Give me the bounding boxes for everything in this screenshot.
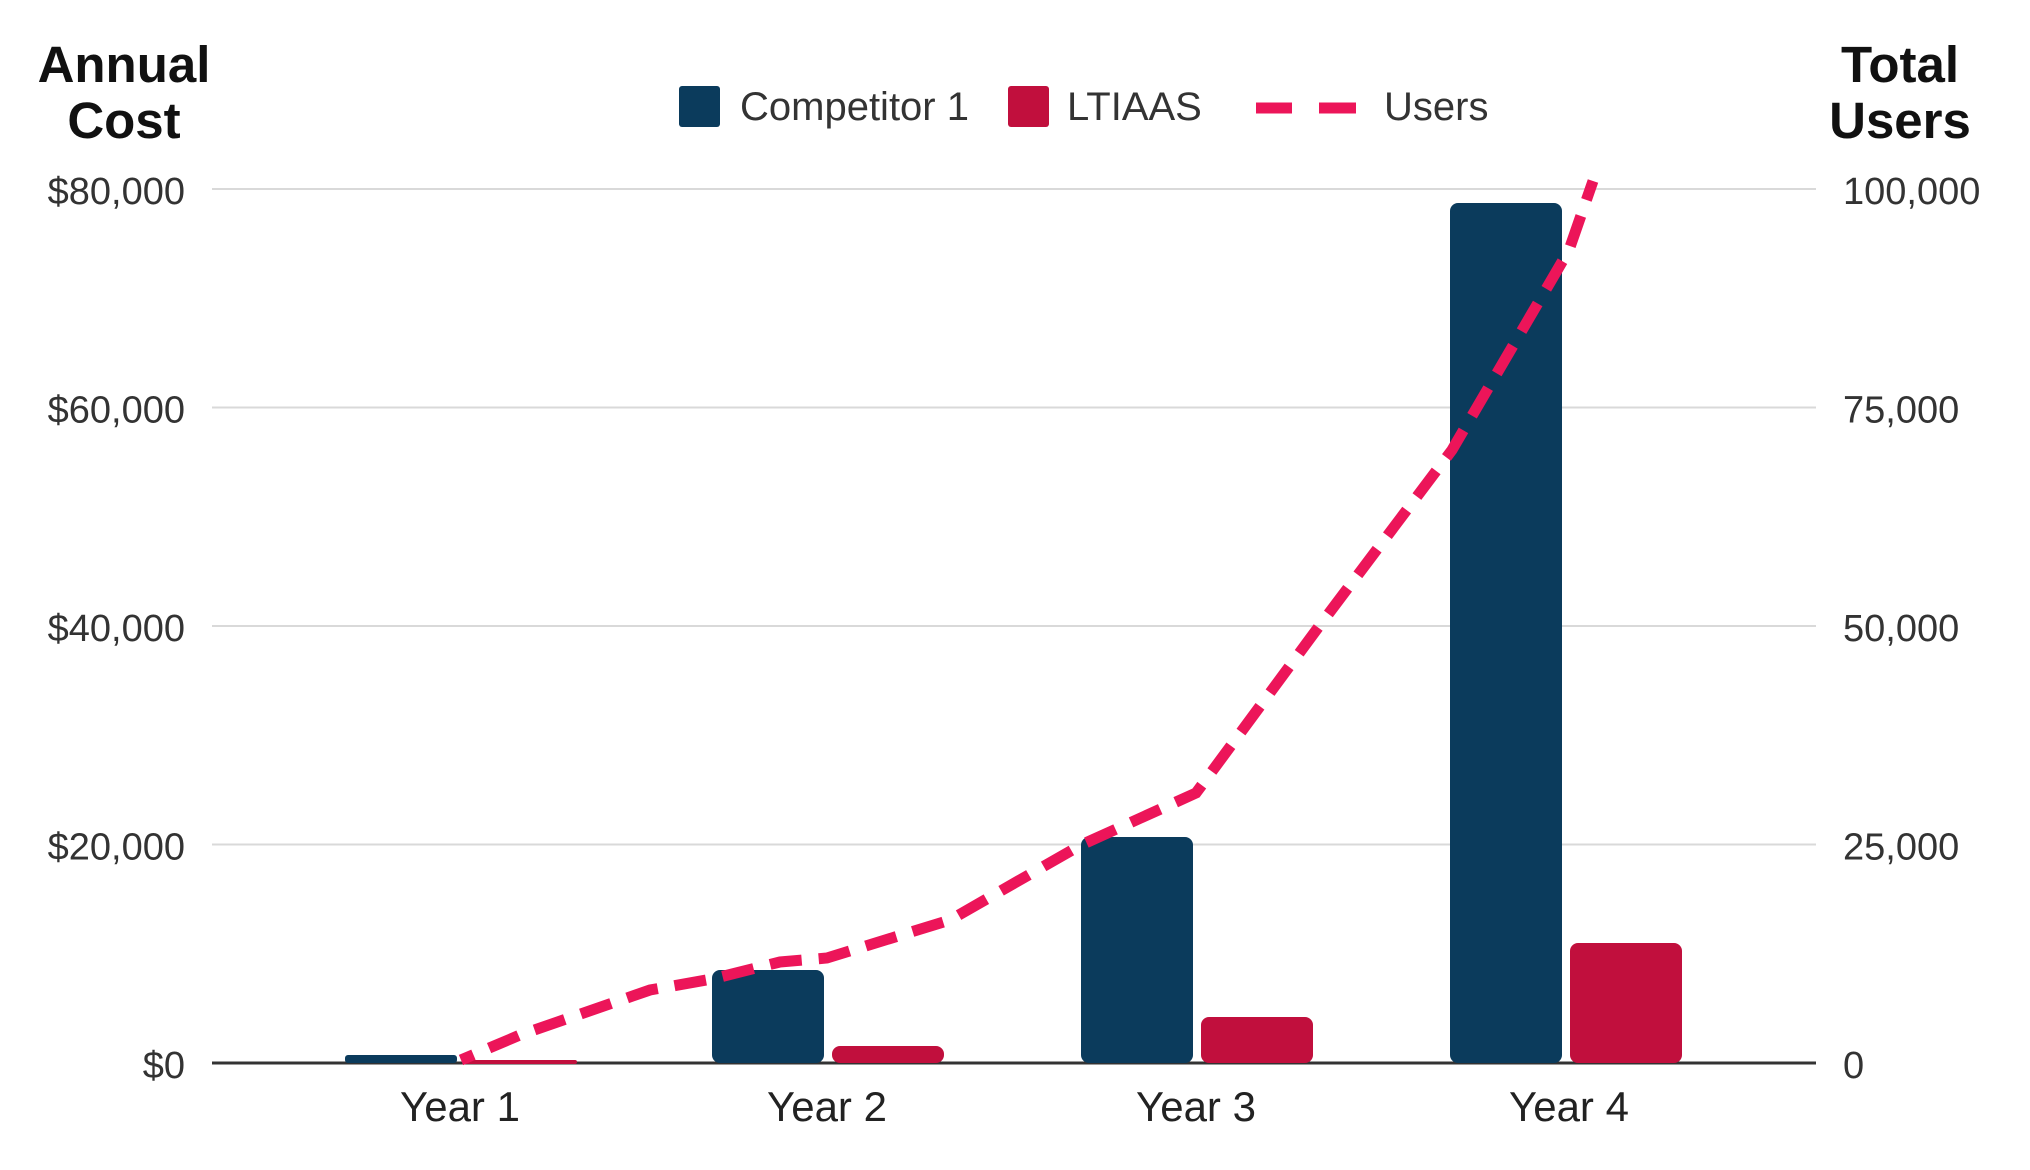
svg-text:Year 3: Year 3: [1136, 1083, 1256, 1130]
svg-text:LTIAAS: LTIAAS: [1067, 85, 1202, 129]
svg-text:50,000: 50,000: [1843, 608, 1959, 650]
svg-text:$40,000: $40,000: [48, 608, 185, 650]
svg-text:Users: Users: [1829, 92, 1971, 149]
svg-text:$60,000: $60,000: [48, 390, 185, 432]
svg-text:Cost: Cost: [67, 92, 180, 149]
svg-text:$20,000: $20,000: [48, 827, 185, 869]
svg-text:Users: Users: [1384, 85, 1488, 129]
svg-text:Annual: Annual: [38, 36, 211, 93]
svg-text:0: 0: [1843, 1045, 1864, 1087]
svg-text:100,000: 100,000: [1843, 171, 1980, 213]
svg-text:$0: $0: [143, 1045, 185, 1087]
svg-text:$80,000: $80,000: [48, 171, 185, 213]
svg-text:Year 4: Year 4: [1509, 1083, 1629, 1130]
svg-text:Competitor 1: Competitor 1: [740, 85, 969, 129]
svg-text:Year 2: Year 2: [767, 1083, 887, 1130]
svg-text:Total: Total: [1841, 36, 1959, 93]
svg-text:25,000: 25,000: [1843, 827, 1959, 869]
svg-text:75,000: 75,000: [1843, 390, 1959, 432]
svg-text:Year 1: Year 1: [400, 1083, 520, 1130]
